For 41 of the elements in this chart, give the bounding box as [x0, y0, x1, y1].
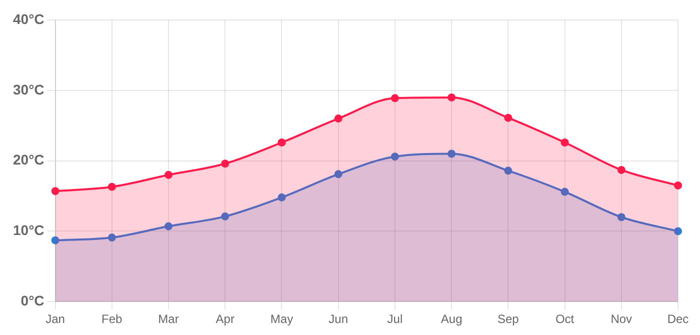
- point: [674, 181, 682, 190]
- x-tick-label: May: [270, 312, 294, 326]
- x-tick-label: Jan: [46, 312, 65, 326]
- x-tick-label: Sep: [497, 312, 520, 326]
- point: [448, 150, 456, 158]
- point: [278, 193, 286, 202]
- x-tick-label: Jul: [387, 312, 403, 326]
- y-tick-label: 20°C: [13, 152, 44, 168]
- y-tick-label: 0°C: [20, 292, 44, 308]
- point: [164, 170, 173, 179]
- point: [278, 138, 286, 146]
- x-tick-label: Apr: [216, 312, 234, 326]
- y-tick-label: 30°C: [13, 81, 44, 98]
- point: [560, 188, 569, 196]
- point: [448, 93, 456, 102]
- point: [390, 94, 399, 102]
- point: [617, 213, 626, 222]
- point: [51, 236, 60, 244]
- point: [164, 222, 173, 230]
- point: [221, 212, 230, 220]
- point: [108, 234, 116, 242]
- x-tick-label: Feb: [102, 312, 123, 326]
- y-tick-label: 10°C: [13, 222, 44, 238]
- point: [617, 166, 626, 174]
- x-tick-label: Jun: [328, 312, 348, 326]
- point: [504, 114, 512, 122]
- x-tick-label: Mar: [158, 312, 179, 326]
- x-tick-label: Oct: [555, 312, 575, 326]
- point: [334, 170, 342, 178]
- x-tick-label: Aug: [440, 312, 462, 326]
- x-tick-label: Nov: [610, 312, 632, 326]
- point: [221, 160, 230, 168]
- point: [504, 166, 512, 175]
- point: [674, 227, 682, 236]
- y-tick-label: 40°C: [13, 10, 44, 27]
- point: [560, 138, 569, 146]
- point: [390, 152, 399, 161]
- point: [108, 182, 116, 191]
- point: [334, 114, 342, 123]
- point: [51, 187, 60, 196]
- x-tick-label: Dec: [667, 312, 689, 326]
